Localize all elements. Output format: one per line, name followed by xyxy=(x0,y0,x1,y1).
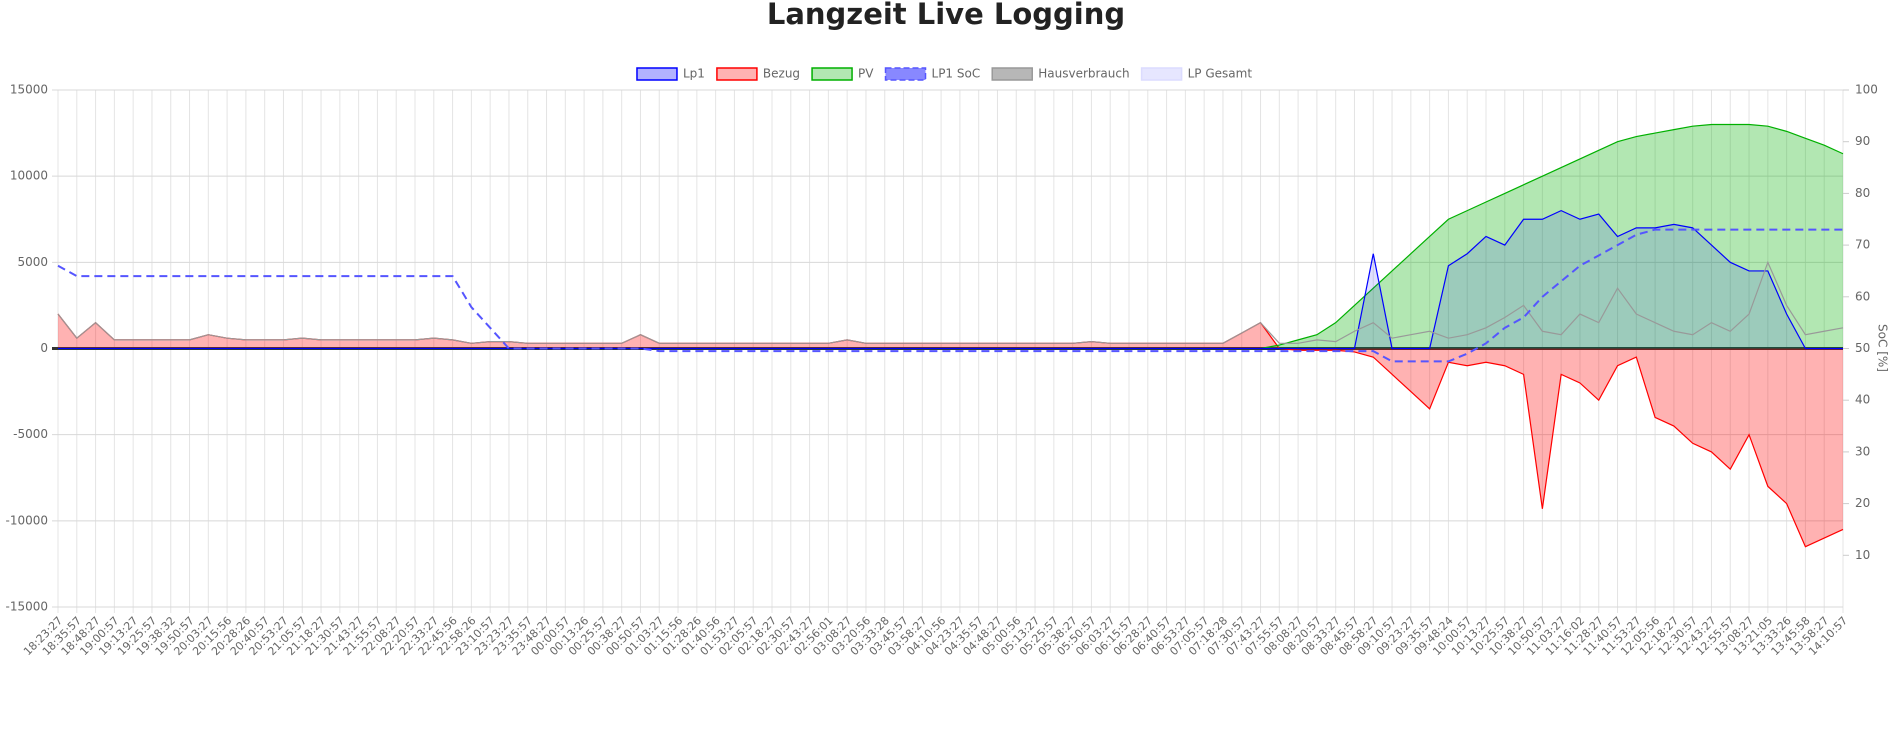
y2-tick-label: 80 xyxy=(1855,186,1870,200)
y2-tick-label: 90 xyxy=(1855,134,1870,148)
y2-tick-label: 30 xyxy=(1855,444,1870,458)
legend-swatch xyxy=(884,67,927,81)
y-tick-label: -10000 xyxy=(5,513,48,527)
y2-tick-label: 100 xyxy=(1855,83,1878,97)
chart-title: Langzeit Live Logging xyxy=(767,0,1125,31)
legend: Lp1 Bezug PV LP1 SoC Hausverbrauch LP Gesamt xyxy=(636,67,1253,81)
legend-swatch xyxy=(991,67,1033,81)
area xyxy=(58,210,1843,349)
legend-label: LP Gesamt xyxy=(1188,67,1253,81)
legend-label: Hausverbrauch xyxy=(1038,67,1129,81)
y-tick-label: 0 xyxy=(40,341,48,355)
y-tick-label: -5000 xyxy=(13,427,48,441)
legend-swatch xyxy=(1140,67,1183,81)
area xyxy=(58,314,1843,547)
legend-label: Bezug xyxy=(763,67,800,81)
legend-swatch xyxy=(716,67,758,81)
y2-tick-label: 50 xyxy=(1855,341,1870,355)
y2-tick-label: 10 xyxy=(1855,548,1870,562)
y2-axis-label: SoC [%] xyxy=(1876,324,1890,372)
series-line xyxy=(58,209,1843,350)
area xyxy=(58,124,1843,349)
y2-tick-label: 70 xyxy=(1855,238,1870,252)
y2-tick-label: 40 xyxy=(1855,393,1870,407)
legend-label: LP1 SoC xyxy=(932,67,981,81)
y-tick-label: -15000 xyxy=(5,600,48,614)
series-line xyxy=(57,260,1844,344)
y-tick-label: 10000 xyxy=(10,169,48,183)
legend-swatch xyxy=(636,67,678,81)
legend-label: PV xyxy=(858,67,874,81)
series-line xyxy=(57,228,1843,363)
y-tick-label: 15000 xyxy=(10,83,48,97)
legend-label: Lp1 xyxy=(683,67,705,81)
y2-tick-label: 60 xyxy=(1855,289,1870,303)
legend-swatch xyxy=(811,67,853,81)
y-tick-label: 5000 xyxy=(17,255,48,269)
y2-tick-label: 20 xyxy=(1855,496,1870,510)
